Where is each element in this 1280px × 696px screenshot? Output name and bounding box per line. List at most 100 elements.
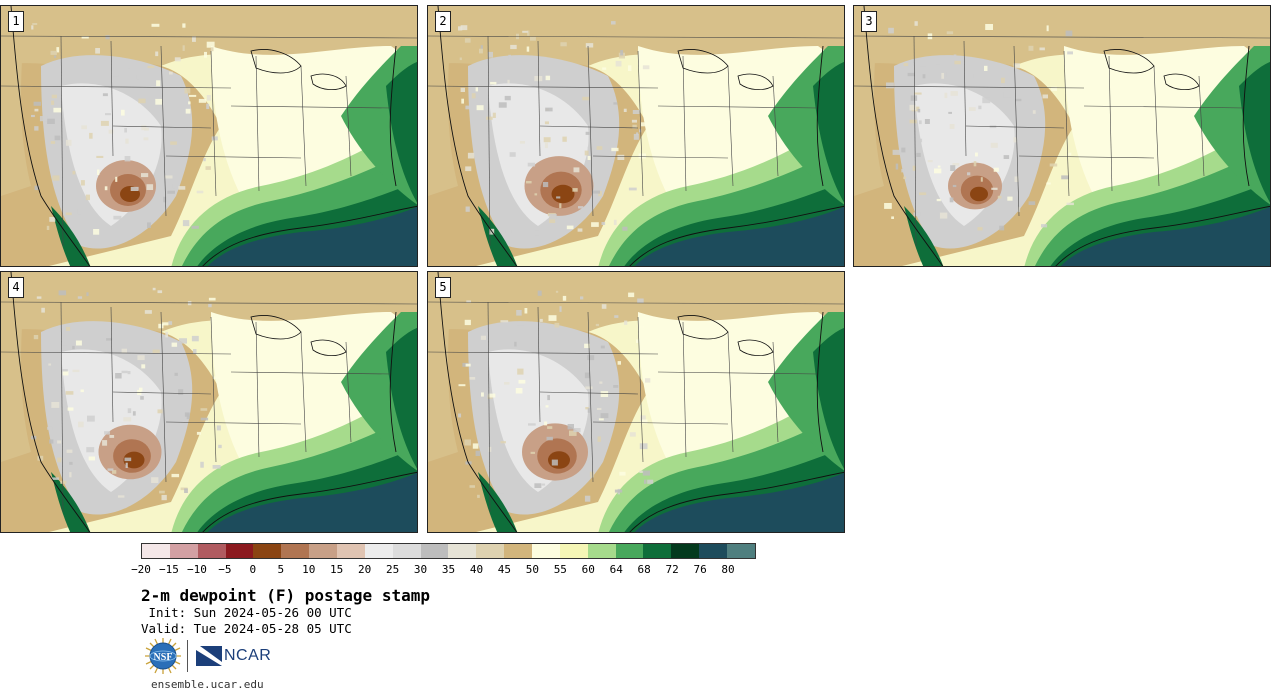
terrain-speckle: [112, 470, 117, 474]
terrain-speckle: [77, 296, 83, 299]
terrain-speckle: [178, 389, 184, 395]
terrain-speckle: [88, 456, 95, 461]
terrain-speckle: [527, 162, 536, 167]
terrain-speckle: [569, 430, 577, 436]
terrain-speckle: [127, 371, 131, 375]
terrain-speckle: [587, 155, 591, 160]
terrain-speckle: [169, 71, 173, 75]
terrain-speckle: [585, 407, 589, 410]
colorbar-swatch: [169, 544, 198, 558]
terrain-speckle: [100, 120, 109, 126]
terrain-speckle: [539, 318, 543, 322]
terrain-speckle: [47, 426, 53, 430]
terrain-speckle: [61, 369, 68, 372]
terrain-speckle: [198, 98, 207, 103]
terrain-speckle: [106, 338, 113, 341]
terrain-speckle: [174, 372, 178, 376]
terrain-speckle: [141, 364, 146, 369]
colorbar-swatch: [281, 544, 310, 558]
terrain-speckle: [65, 326, 71, 331]
terrain-speckle: [191, 335, 199, 342]
terrain-speckle: [156, 80, 161, 87]
terrain-speckle: [530, 451, 535, 454]
forecast-panel-2: 2: [427, 5, 845, 267]
terrain-speckle: [999, 225, 1005, 231]
colorbar-tick-label: 5: [277, 563, 285, 576]
terrain-speckle: [152, 287, 156, 291]
terrain-speckle: [104, 431, 110, 435]
terrain-speckle: [953, 54, 957, 58]
terrain-speckle: [146, 184, 154, 190]
terrain-speckle: [34, 185, 40, 191]
terrain-speckle: [968, 107, 976, 111]
terrain-speckle: [534, 230, 539, 236]
pacific-coast: [1, 272, 31, 462]
terrain-speckle: [977, 227, 983, 231]
colorbar-swatch: [392, 544, 421, 558]
terrain-speckle: [997, 195, 1002, 199]
dewpoint-map: [428, 272, 844, 532]
terrain-speckle: [547, 426, 553, 429]
terrain-speckle: [587, 146, 594, 150]
terrain-speckle: [465, 166, 472, 172]
terrain-speckle: [41, 307, 45, 313]
terrain-speckle: [159, 490, 165, 494]
terrain-speckle: [77, 209, 81, 215]
coastline: [863, 6, 1270, 266]
terrain-speckle: [151, 477, 159, 483]
colorbar-tick-label: 80: [721, 563, 735, 576]
terrain-speckle: [127, 68, 130, 71]
terrain-speckle: [504, 382, 510, 385]
terrain-speckle: [117, 495, 125, 498]
terrain-speckle: [48, 384, 52, 389]
terrain-speckle: [1066, 202, 1074, 206]
terrain-speckle: [618, 52, 625, 59]
forecast-panel-3: 3: [853, 5, 1271, 267]
terrain-speckle: [488, 393, 496, 398]
colorbar-tick-label: 64: [609, 563, 623, 576]
terrain-speckle: [1046, 25, 1049, 32]
terrain-speckle: [212, 465, 221, 469]
colorbar-tick-label: 35: [441, 563, 456, 576]
colorbar-swatch: [643, 544, 672, 558]
terrain-speckle: [204, 51, 207, 58]
forecast-panel-4: 4: [0, 271, 418, 533]
terrain-speckle: [1068, 152, 1072, 156]
terrain-speckle: [545, 75, 551, 81]
terrain-speckle: [462, 362, 469, 367]
terrain-speckle: [480, 45, 483, 50]
terrain-speckle: [458, 413, 462, 418]
terrain-speckle: [212, 376, 220, 380]
terrain-speckle: [517, 368, 524, 375]
terrain-speckle: [527, 30, 530, 36]
terrain-speckle: [891, 216, 894, 219]
panel-number-label: 1: [8, 11, 24, 32]
terrain-speckle: [547, 395, 550, 401]
forecast-panel-5: 5: [427, 271, 845, 533]
terrain-speckle: [39, 116, 48, 122]
dewpoint-map: [1, 272, 417, 532]
terrain-speckle: [510, 44, 517, 50]
terrain-speckle: [919, 192, 927, 196]
terrain-speckle: [139, 387, 143, 392]
terrain-speckle: [191, 225, 199, 229]
terrain-speckle: [125, 462, 128, 468]
terrain-speckle: [475, 450, 481, 456]
terrain-speckle: [206, 41, 215, 48]
terrain-speckle: [566, 225, 574, 230]
terrain-speckle: [189, 94, 197, 97]
terrain-speckle: [534, 193, 538, 196]
terrain-speckle: [167, 190, 175, 194]
terrain-speckle: [115, 373, 122, 379]
site-url: ensemble.ucar.edu: [151, 678, 264, 691]
pacific-coast: [1, 6, 31, 196]
terrain-speckle: [124, 128, 127, 133]
terrain-speckle: [65, 212, 72, 216]
great-lakes: [677, 315, 729, 340]
terrain-speckle: [144, 310, 152, 314]
terrain-speckle: [127, 69, 131, 75]
terrain-speckle: [37, 455, 44, 461]
terrain-speckle: [936, 198, 941, 202]
terrain-speckle: [115, 176, 118, 182]
terrain-speckle: [918, 120, 922, 125]
